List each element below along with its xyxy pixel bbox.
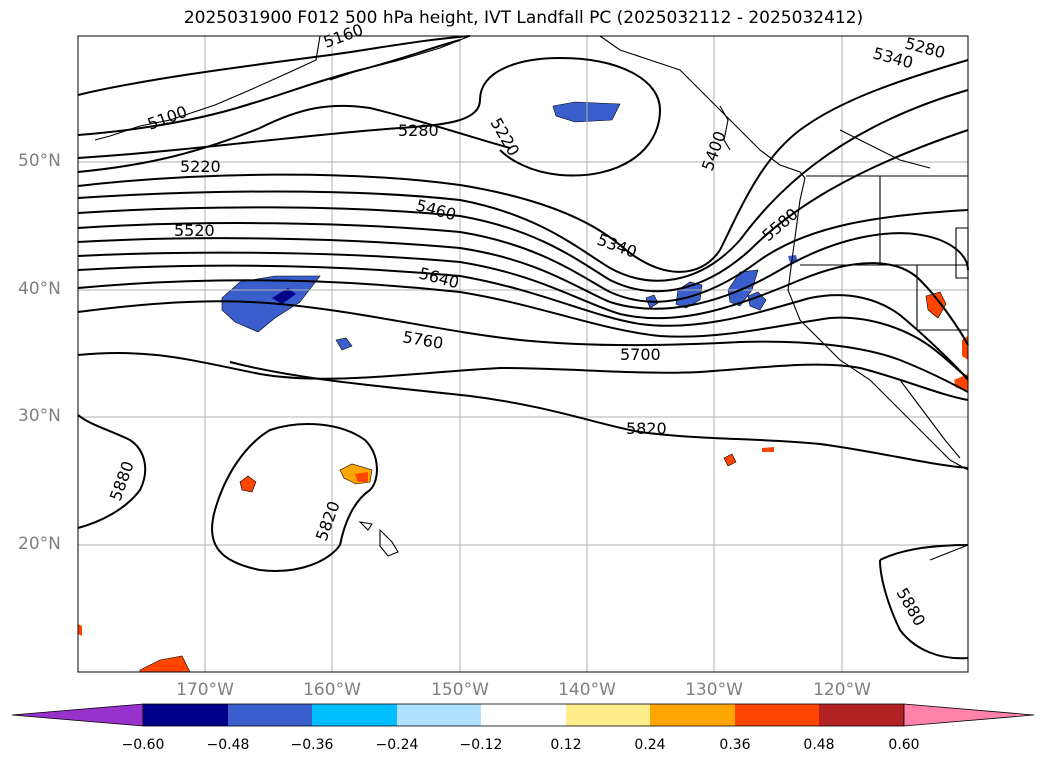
colorbar-segment [481,704,566,726]
colorbar-segment [819,704,904,726]
lat-label: 40°N [18,279,61,299]
height-contours [77,35,969,660]
colorbar-tick-label: −0.12 [459,737,503,753]
colorbar-segment [312,704,397,726]
map-title: 2025031900 F012 500 hPa height, IVT Land… [183,8,864,28]
colorbar-tick-label: −0.36 [290,737,334,753]
colorbar-tick-label: −0.60 [121,737,165,753]
colorbar-segment [735,704,819,726]
colorbar-segment [566,704,650,726]
contour-label: 5280 [398,121,439,140]
positive-region [139,655,191,673]
contour-label: 5700 [620,345,661,364]
contour-label: 5220 [487,115,524,160]
lon-label: 130°W [685,680,743,700]
contour-label: 5520 [174,221,215,240]
positive-region [925,291,947,319]
lat-label: 50°N [18,151,61,171]
colorbar [11,703,1035,727]
positive-region [78,624,82,636]
positive-region [762,447,774,452]
lon-label: 160°W [303,680,361,700]
colorbar-segment [228,704,312,726]
contour-label: 5820 [626,419,667,438]
lon-label: 120°W [813,680,871,700]
lat-label: 20°N [18,534,61,554]
positive-region [723,453,737,467]
negative-region-core [272,288,296,304]
contour-label: 5100 [145,102,190,134]
lon-label: 150°W [431,680,489,700]
contour-label: 5820 [312,499,344,544]
colorbar-tick-label: 0.12 [550,737,582,753]
colorbar-segment [650,704,735,726]
lon-label: 140°W [558,680,616,700]
positive-region [239,475,257,493]
colorbar-extend-max [903,703,1035,727]
colorbar-tick-label: 0.36 [719,737,751,753]
contour-label: 5400 [698,129,730,174]
lat-label: 30°N [18,406,61,426]
colorbar-tick-label: −0.48 [206,737,250,753]
colorbar-segment [397,704,481,726]
lon-label: 170°W [176,680,234,700]
contour-label: 5880 [106,459,138,504]
colorbar-tick-label: 0.60 [888,737,920,753]
colorbar-extend-min [11,703,144,727]
colorbar-segment [143,704,228,726]
map-frame [77,35,969,673]
contour-label: 5220 [180,157,221,176]
colorbar-tick-label: 0.48 [803,737,835,753]
contour-labels: 5100 5220 5280 5220 5460 5520 5340 5640 … [106,20,947,629]
colorbar-tick-label: −0.24 [375,737,419,753]
colorbar-tick-label: 0.24 [634,737,666,753]
contour-label: 5880 [893,585,930,630]
contour-label: 5760 [401,327,444,353]
negative-region [335,337,353,351]
positive-region [355,472,368,482]
contour-label: 5340 [595,230,640,262]
negative-region [747,291,767,311]
